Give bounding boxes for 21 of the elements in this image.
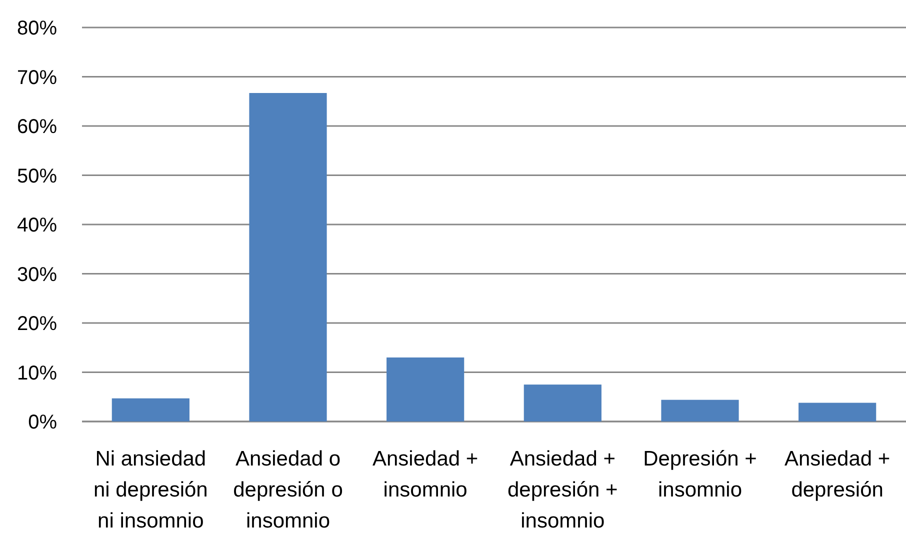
bar [524,384,602,422]
y-tick-label: 30% [16,264,58,286]
y-tick-label: 70% [16,66,58,89]
y-tick-label: 80% [16,18,58,40]
x-tick-label: Depresión + insomnio [643,448,757,502]
bar [661,400,739,422]
y-tick-label: 50% [16,165,58,188]
y-tick-label: 60% [16,116,58,138]
y-tick-label: 40% [16,214,58,236]
y-tick-label: 0% [28,412,58,434]
x-tick-label: Ansiedad + depresión + insomnio [507,448,618,532]
bar [112,398,190,422]
y-tick-label: 10% [16,362,58,384]
x-tick-label: Ni ansiedad ni depresión ni insomnio [93,448,208,532]
x-tick-label: Ansiedad o depresión o insomnio [233,448,343,532]
y-tick-label: 20% [16,313,58,335]
bar [386,357,464,422]
bar [798,402,876,422]
x-tick-label: Ansiedad + depresión [784,448,890,502]
x-tick-label: Ansiedad + insomnio [372,448,478,502]
bar [249,93,327,422]
